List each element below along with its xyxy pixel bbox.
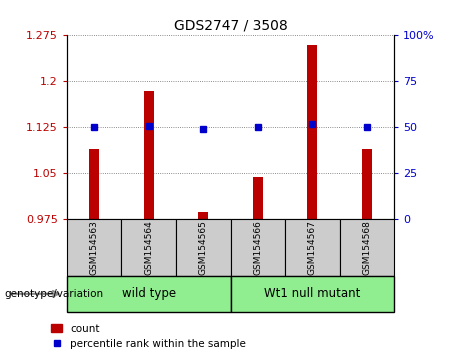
Text: GSM154565: GSM154565 bbox=[199, 220, 208, 275]
Bar bbox=[362, 149, 372, 219]
Text: Wt1 null mutant: Wt1 null mutant bbox=[264, 287, 361, 300]
Bar bbox=[121, 219, 176, 276]
Bar bbox=[253, 177, 263, 219]
Bar bbox=[144, 91, 154, 219]
Bar bbox=[230, 219, 285, 276]
Bar bbox=[176, 219, 230, 276]
Bar bbox=[89, 149, 99, 219]
Text: wild type: wild type bbox=[122, 287, 176, 300]
Bar bbox=[67, 219, 121, 276]
Legend: count, percentile rank within the sample: count, percentile rank within the sample bbox=[51, 324, 246, 349]
Text: genotype/variation: genotype/variation bbox=[5, 289, 104, 299]
Bar bbox=[307, 45, 317, 219]
Text: GSM154566: GSM154566 bbox=[253, 220, 262, 275]
Title: GDS2747 / 3508: GDS2747 / 3508 bbox=[174, 19, 287, 33]
Bar bbox=[340, 219, 394, 276]
Bar bbox=[67, 276, 230, 312]
Text: GSM154564: GSM154564 bbox=[144, 221, 153, 275]
Bar bbox=[285, 219, 340, 276]
Text: GSM154568: GSM154568 bbox=[362, 220, 372, 275]
Text: GSM154563: GSM154563 bbox=[89, 220, 99, 275]
Text: GSM154567: GSM154567 bbox=[308, 220, 317, 275]
Bar bbox=[230, 276, 394, 312]
Bar bbox=[198, 211, 208, 219]
